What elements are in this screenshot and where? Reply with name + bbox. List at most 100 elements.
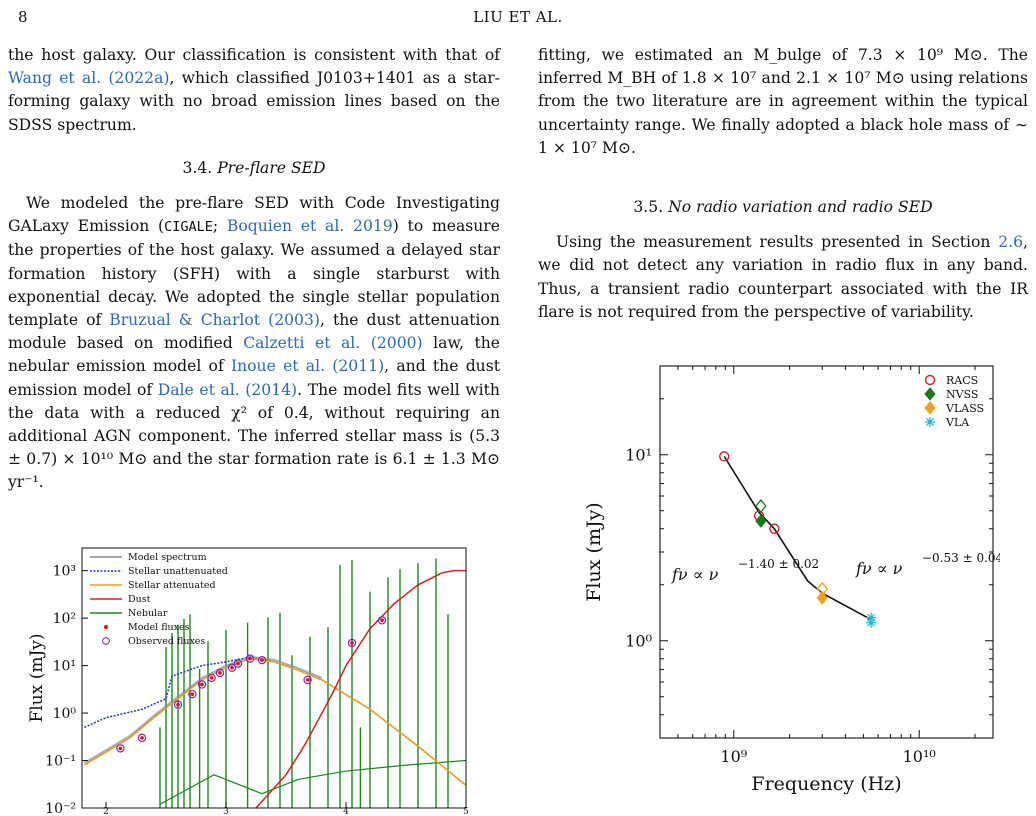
- sed-x-tick-label: 3: [223, 807, 229, 816]
- section-ref-2-6[interactable]: 2.6: [998, 233, 1024, 252]
- section-heading-3-5: 3.5. No radio variation and radio SED: [633, 198, 933, 217]
- legend-label: VLASS: [945, 402, 984, 415]
- observed-flux-point: [215, 668, 225, 678]
- observed-flux-point: [137, 733, 147, 743]
- right-paragraph-2: Using the measurement results presented …: [538, 233, 1028, 321]
- left-column: the host galaxy. Our classification is c…: [8, 44, 500, 495]
- model-flux-point: [248, 656, 252, 661]
- left-paragraph-2: We modeled the pre-flare SED with Code I…: [8, 194, 500, 492]
- observed-flux-point: [377, 616, 387, 625]
- series-stellar-unattenuated: [84, 656, 467, 786]
- observed-flux-point: [245, 654, 255, 663]
- sed-x-tick-label: 5: [463, 807, 469, 816]
- radio-y-tick-label: 10⁰: [625, 632, 652, 651]
- series-model-spectrum: [83, 655, 323, 765]
- annotation-exponent-1: −1.40 ± 0.02: [738, 557, 819, 571]
- observed-flux-point: [233, 659, 243, 668]
- series-stellar-attenuated: [84, 657, 467, 786]
- observed-flux-point: [227, 663, 237, 672]
- sed-x-tick-label: 2: [103, 807, 109, 816]
- sed-plot-frame: [81, 547, 467, 809]
- model-flux-point: [209, 676, 214, 680]
- radio-x-axis-label: Frequency (Hz): [751, 773, 901, 795]
- page-number: 8: [18, 8, 28, 26]
- model-flux-point: [218, 671, 222, 675]
- legend-label: Model fluxes: [128, 622, 190, 633]
- data-point-racs: [769, 523, 780, 534]
- nebular-lines: [159, 558, 449, 808]
- data-point-open-diamond: [755, 499, 767, 514]
- model-flux-point: [176, 702, 180, 707]
- sed-legend: Model spectrum Stellar unattenuated Stella…: [90, 552, 228, 647]
- model-flux-point: [190, 692, 195, 696]
- sed-x-tick-label: 4: [343, 807, 349, 816]
- observed-flux-point: [303, 675, 312, 685]
- citation-wang-2022a[interactable]: Wang et al. (2022a): [8, 69, 170, 88]
- citation-boquien-2019[interactable]: Boquien et al. 2019: [226, 217, 393, 236]
- annotation-slope-2: fν ∝ ν: [855, 559, 903, 578]
- sed-y-tick-label: 10³: [53, 564, 76, 580]
- legend-label: Observed fluxes: [128, 636, 205, 647]
- annotation-exponent-2: −0.53 ± 0.04: [922, 551, 1000, 565]
- legend-label: RACS: [946, 374, 978, 387]
- code-cigale: CIGALE: [164, 219, 213, 236]
- citation-calzetti-2000[interactable]: Calzetti et al. (2000): [243, 334, 423, 353]
- radio-x-tick-label: 10⁹: [720, 747, 747, 766]
- section-heading-3-4: 3.4. Pre-flare SED: [182, 158, 326, 177]
- sed-y-tick-label: 10⁰: [53, 706, 77, 722]
- right-paragraph-1: fitting, we estimated an M_bulge of 7.3 …: [538, 46, 1028, 157]
- citation-bruzual-charlot-2003[interactable]: Bruzual & Charlot (2003): [109, 311, 320, 330]
- legend-label: Stellar unattenuated: [128, 566, 228, 577]
- citation-inoue-2011[interactable]: Inoue et al. (2011): [230, 357, 385, 376]
- observed-flux-point: [188, 689, 197, 699]
- nebular-continuum: [159, 759, 467, 805]
- legend-marker: [104, 625, 108, 629]
- model-flux-point: [200, 682, 204, 687]
- legend-label: Nebular: [128, 608, 168, 619]
- series-dust: [255, 569, 466, 809]
- observed-flux-point: [207, 673, 216, 683]
- series-vlass: [816, 581, 829, 605]
- model-flux-point: [350, 641, 354, 645]
- series-nvss: [755, 499, 767, 528]
- radio-y-axis-label: Flux (mJy): [583, 502, 605, 601]
- data-point-vla: [866, 612, 877, 623]
- observed-flux-point: [257, 655, 267, 665]
- model-flux-point: [230, 665, 234, 670]
- annotation-slope-1: fν ∝ ν: [671, 565, 719, 584]
- sed-y-tick-label: 10²: [53, 611, 76, 627]
- sed-y-tick-label: 10⁻¹: [45, 754, 76, 770]
- data-point-diamond: [924, 387, 936, 401]
- sed-y-tick-label: 10¹: [53, 659, 76, 675]
- legend-label: Model spectrum: [128, 552, 207, 563]
- running-title: LIU ET AL.: [473, 8, 563, 26]
- model-flux-point: [305, 678, 310, 682]
- legend-label: Stellar attenuated: [128, 580, 216, 591]
- model-flux-point: [118, 746, 123, 751]
- legend-marker: [102, 637, 110, 645]
- legend-label: NVSS: [946, 388, 978, 401]
- series-vla: [866, 612, 877, 628]
- data-point-diamond: [816, 591, 828, 605]
- data-point-diamond: [924, 401, 936, 415]
- model-flux-point: [140, 736, 144, 740]
- model-flux-point: [260, 658, 264, 662]
- right-column: fitting, we estimated an M_bulge of 7.3 …: [538, 44, 1028, 324]
- fit-line: [723, 455, 872, 621]
- citation-dale-2014[interactable]: Dale et al. (2014): [157, 380, 298, 399]
- model-flux-point: [380, 618, 384, 623]
- observed-flux-point: [173, 700, 183, 709]
- left-paragraph-1: the host galaxy. Our classification is c…: [8, 46, 500, 134]
- observed-flux-point: [347, 638, 357, 648]
- legend-label: Dust: [128, 594, 151, 605]
- model-flux-point: [236, 661, 240, 666]
- radio-sed-chart: 10⁹ 10¹⁰ 10⁰ 10¹ Frequency (Hz) Flux (mJy) fν …: [583, 365, 1000, 795]
- observed-flux-point: [116, 744, 125, 753]
- sed-y-axis-label: Flux (mJy): [27, 634, 47, 723]
- data-point-vla: [866, 617, 877, 628]
- data-point-racs: [719, 451, 730, 462]
- sed-y-tick-label: 10⁻²: [45, 801, 76, 816]
- observed-flux-point: [197, 680, 207, 689]
- sed-chart: 10⁻² 10⁻¹ 10⁰ 10¹ 10² 10³ 2 3 4 5 Flux (mJy) Model …: [27, 547, 469, 816]
